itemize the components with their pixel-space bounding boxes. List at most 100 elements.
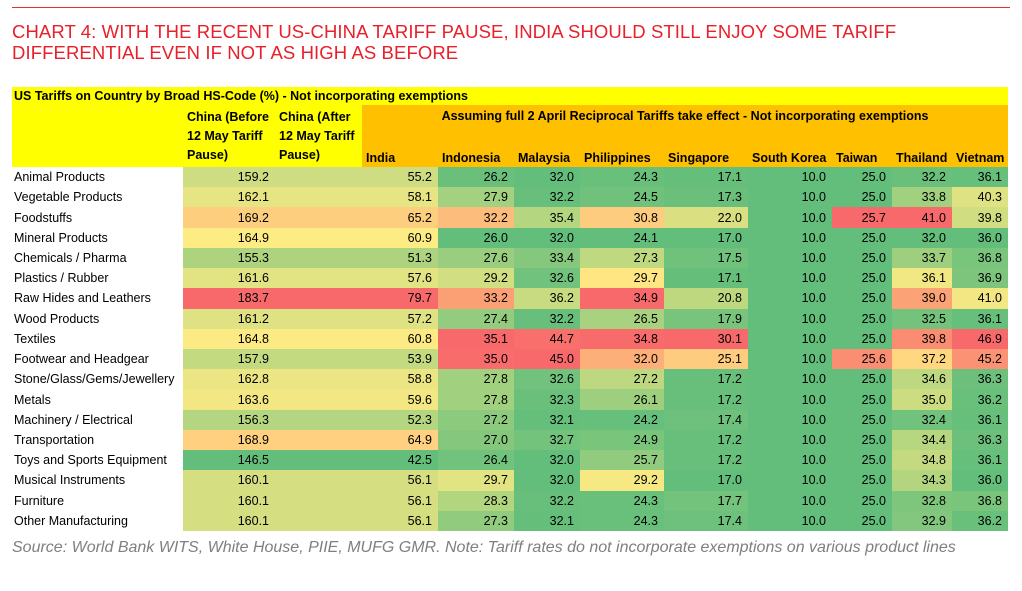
row-label: Vegetable Products	[14, 190, 123, 205]
table-title: US Tariffs on Country by Broad HS-Code (…	[12, 87, 1009, 105]
value-cell: 32.0	[514, 167, 580, 188]
value-cell: 35.1	[438, 328, 514, 349]
value-cell: 57.2	[275, 308, 438, 329]
top-rule	[12, 7, 1010, 8]
value-cell: 36.3	[952, 369, 1009, 390]
value-cell: 26.5	[580, 308, 664, 329]
value-cell: 17.0	[664, 470, 748, 491]
value-cell: 24.9	[580, 429, 664, 451]
value-cell: 10.0	[748, 288, 832, 309]
value-cell: 32.0	[580, 348, 664, 370]
value-cell: 32.2	[514, 490, 580, 511]
value-cell: 56.1	[275, 470, 438, 491]
value-cell: 169.2	[183, 207, 275, 228]
value-cell: 25.0	[832, 369, 892, 390]
table-row: Mineral Products 164.9 60.9 26.0 32.0 24.1 17.…	[12, 227, 1009, 248]
value-cell: 162.1	[183, 187, 275, 208]
table-row: Textiles 164.8 60.8 35.1 44.7 34.8 30.1 10.0 25.…	[12, 328, 1009, 349]
value-cell: 32.8	[892, 490, 952, 511]
value-cell: 183.7	[183, 288, 275, 309]
value-cell: 26.4	[438, 450, 514, 471]
value-cell: 32.0	[514, 227, 580, 248]
value-cell: 64.9	[275, 429, 438, 451]
value-cell: 36.2	[514, 288, 580, 309]
value-cell: 27.3	[580, 247, 664, 269]
table-row: Furniture 160.1 56.1 28.3 32.2 24.3 17.7 10.0 25…	[12, 490, 1009, 511]
value-cell: 33.7	[892, 247, 952, 269]
value-cell: 10.0	[748, 348, 832, 370]
value-cell: 34.9	[580, 288, 664, 309]
value-cell: 32.1	[514, 510, 580, 531]
value-cell: 10.0	[748, 409, 832, 430]
value-cell: 34.3	[892, 470, 952, 491]
value-cell: 22.0	[664, 207, 748, 228]
table-row: Other Manufacturing 160.1 56.1 27.3 32.1 24.3…	[12, 510, 1009, 531]
value-cell: 24.1	[580, 227, 664, 248]
table-row: Transportation 168.9 64.9 27.0 32.7 24.9 17.2 1…	[12, 429, 1009, 451]
table-row: Musical Instruments 160.1 56.1 29.7 32.0 29.2…	[12, 470, 1009, 491]
value-cell: 26.0	[438, 227, 514, 248]
row-label: Mineral Products	[14, 230, 108, 245]
value-cell: 10.0	[748, 429, 832, 451]
value-cell: 157.9	[183, 348, 275, 370]
value-cell: 28.3	[438, 490, 514, 511]
value-cell: 32.2	[514, 187, 580, 208]
value-cell: 32.2	[514, 308, 580, 329]
value-cell: 25.0	[832, 470, 892, 491]
value-cell: 56.1	[275, 490, 438, 511]
value-cell: 25.0	[832, 167, 892, 188]
value-cell: 10.0	[748, 450, 832, 471]
table-row: Footwear and Headgear 157.9 53.9 35.0 45.0 32…	[12, 348, 1009, 370]
tariff-table: US Tariffs on Country by Broad HS-Code (…	[12, 87, 1009, 531]
value-cell: 34.8	[892, 450, 952, 471]
value-cell: 32.5	[892, 308, 952, 329]
value-cell: 46.9	[952, 328, 1009, 349]
value-cell: 39.8	[952, 207, 1009, 228]
reciprocal-banner: Assuming full 2 April Reciprocal Tariffs…	[362, 105, 1009, 127]
value-cell: 32.2	[892, 167, 952, 188]
value-cell: 17.2	[664, 429, 748, 451]
value-cell: 36.1	[952, 450, 1009, 471]
row-label: Other Manufacturing	[14, 513, 128, 528]
value-cell: 55.2	[275, 167, 438, 188]
value-cell: 25.0	[832, 450, 892, 471]
row-label: Musical Instruments	[14, 473, 126, 488]
value-cell: 24.3	[580, 490, 664, 511]
value-cell: 20.8	[664, 288, 748, 309]
value-cell: 162.8	[183, 369, 275, 390]
col-header-india: India	[362, 127, 438, 167]
row-label: Toys and Sports Equipment	[14, 453, 167, 468]
col-header-malaysia: Malaysia	[514, 127, 580, 167]
value-cell: 41.0	[952, 288, 1009, 309]
value-cell: 24.3	[580, 167, 664, 188]
value-cell: 27.2	[438, 409, 514, 430]
row-label: Transportation	[14, 432, 95, 447]
table-row: Vegetable Products 162.1 58.1 27.9 32.2 24.5 1…	[12, 187, 1009, 208]
value-cell: 39.8	[892, 328, 952, 349]
value-cell: 27.2	[580, 369, 664, 390]
row-label: Raw Hides and Leathers	[14, 291, 151, 306]
value-cell: 17.2	[664, 389, 748, 410]
value-cell: 36.8	[952, 247, 1009, 269]
row-label: Stone/Glass/Gems/Jewellery	[14, 372, 175, 387]
col-header-indonesia: Indonesia	[438, 127, 514, 167]
value-cell: 56.1	[275, 510, 438, 531]
value-cell: 17.4	[664, 409, 748, 430]
value-cell: 24.5	[580, 187, 664, 208]
value-cell: 27.0	[438, 429, 514, 451]
chart-title: CHART 4: WITH THE RECENT US-CHINA TARIFF…	[12, 21, 897, 63]
value-cell: 161.2	[183, 308, 275, 329]
value-cell: 40.3	[952, 187, 1009, 208]
value-cell: 17.7	[664, 490, 748, 511]
value-cell: 17.2	[664, 369, 748, 390]
value-cell: 32.0	[514, 470, 580, 491]
value-cell: 60.8	[275, 328, 438, 349]
value-cell: 32.2	[438, 207, 514, 228]
value-cell: 161.6	[183, 268, 275, 289]
value-cell: 156.3	[183, 409, 275, 430]
table-row: Animal Products 159.2 55.2 26.2 32.0 24.3 17.1…	[12, 167, 1009, 188]
value-cell: 41.0	[892, 207, 952, 228]
value-cell: 164.8	[183, 328, 275, 349]
col-header-south-korea: South Korea	[748, 127, 832, 167]
value-cell: 35.0	[892, 389, 952, 410]
